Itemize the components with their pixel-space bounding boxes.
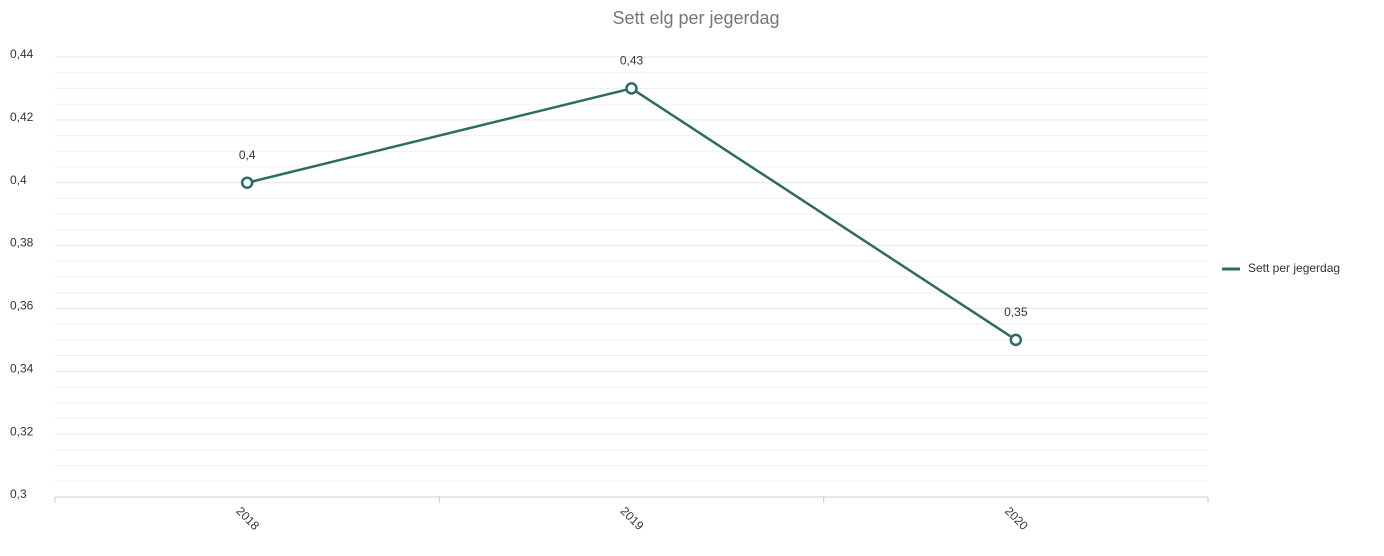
y-tick-label: 0,44	[10, 47, 34, 61]
y-tick-label: 0,32	[10, 424, 34, 438]
data-point	[240, 176, 254, 189]
data-point	[1009, 333, 1023, 347]
legend-label: Sett per jegerdag	[1248, 261, 1340, 275]
x-tick-label: 2018	[233, 504, 262, 533]
data-point	[625, 82, 638, 95]
data-label: 0,43	[620, 54, 644, 68]
x-tick-label: 2020	[1002, 504, 1031, 533]
x-tick-label: 2019	[618, 504, 647, 533]
data-label: 0,35	[1004, 305, 1028, 319]
y-tick-label: 0,3	[10, 487, 27, 501]
y-tick-label: 0,42	[10, 110, 34, 124]
y-tick-label: 0,34	[10, 361, 34, 375]
data-label: 0,4	[239, 148, 256, 162]
y-tick-label: 0,38	[10, 236, 34, 250]
y-tick-label: 0,4	[10, 173, 27, 187]
y-tick-label: 0,36	[10, 299, 34, 313]
chart-title: Sett elg per jegerdag	[612, 8, 779, 28]
